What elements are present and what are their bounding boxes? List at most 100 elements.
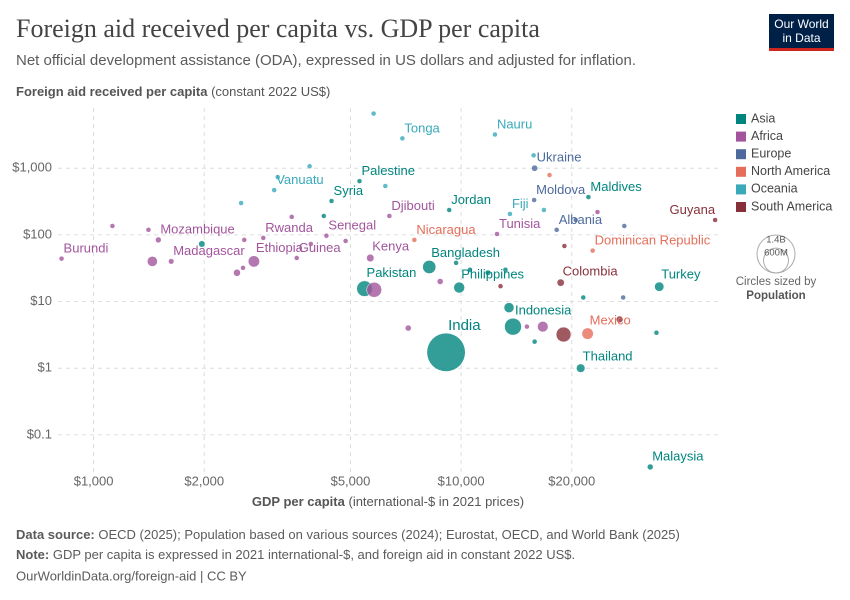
data-point [653,330,660,336]
point-label: Thailand [583,348,633,363]
y-axis-title-unit: (constant 2022 US$) [211,84,330,99]
point-label: Guinea [299,240,342,255]
point-label: Albania [559,212,603,227]
point-label: Pakistan [367,265,417,280]
point-labels: India Pakistan Bangladesh Philippines Indone… [64,116,716,463]
data-point [411,237,418,243]
data-point [366,253,375,263]
point-label: Nicaragua [416,222,476,237]
legend-swatch [736,114,746,124]
data-point [382,183,389,189]
point-label: Senegal [328,218,376,233]
data-point [576,363,586,373]
url: OurWorldinData.org/foreign-aid | CC BY [16,568,247,583]
data-point [446,207,452,213]
data-point [620,294,626,301]
data-point [247,255,260,268]
data-point [556,278,565,287]
data-point [275,174,281,180]
point-label: Moldova [536,182,586,197]
data-point [546,172,553,178]
point-label: Syria [334,183,364,198]
data-point [585,194,592,200]
y-tick-label: $0.1 [27,426,52,441]
point-label: Maldives [590,179,642,194]
size-legend-title: Circles sized by [736,276,817,288]
point-label: Bangladesh [431,245,500,260]
data-point [306,163,313,169]
point-label: Jordan [451,192,491,207]
data-point [260,235,267,241]
data-point [531,197,537,203]
logo-text: in Data [782,31,820,45]
point-label: Tunisia [499,216,541,231]
logo[interactable]: Our World in Data [769,14,834,51]
data-point [484,269,491,276]
data-point [615,315,624,324]
data-point [240,265,246,271]
data-point [492,131,498,138]
data-point [581,327,594,340]
point-label: Vanuatu [276,172,323,187]
data-point [58,255,65,262]
data-point [467,266,473,273]
data-point [386,213,393,219]
legend-label: North America [751,164,830,178]
x-axis-title-unit: (international-$ in 2021 prices) [348,494,524,509]
point-label: Indonesia [515,303,572,318]
legend-swatch [736,184,746,195]
data-point [572,217,579,223]
x-tick-label: $10,000 [438,473,485,488]
point-label: Ukraine [537,150,582,165]
y-tick-label: $1 [38,360,52,375]
source-label: Data source: [16,527,95,542]
point-label: Malaysia [652,448,704,463]
legend-swatch [736,166,746,177]
data-point [328,198,335,204]
data-point [321,213,327,219]
point-label: Turkey [661,266,701,281]
data-point [531,164,539,172]
data-point [531,338,538,345]
size-legend-label: 1.4B [766,235,786,246]
data-point [621,223,628,229]
point-label: Burundi [64,241,109,256]
point-label: Madagascar [173,243,245,258]
y-tick-label: $100 [23,226,52,241]
data-point [594,209,601,215]
data-point [147,256,158,267]
data-point [238,200,244,206]
x-axis-title: GDP per capita (international-$ in 2021 … [252,494,524,509]
y-axis-title: Foreign aid received per capita (constan… [16,84,330,99]
legend-swatch [736,131,746,142]
data-point [342,238,349,244]
data-point [524,323,530,330]
point-label: Mozambique [160,221,234,236]
legend-label: South America [751,199,832,213]
y-tick-label: $1,000 [12,160,52,175]
data-point [589,247,596,254]
size-legend-circle [763,247,789,274]
point-label: Fiji [512,196,529,211]
point-label: Palestine [361,163,414,178]
data-point [241,237,248,243]
legend-label: Asia [751,111,775,125]
data-point [155,236,162,244]
data-point [502,266,509,273]
note-text: GDP per capita is expressed in 2021 inte… [53,547,575,562]
y-axis-title-main: Foreign aid received per capita [16,84,208,99]
data-point [555,326,572,343]
grid: $1,000 $100 $10 $1 $0.1 $1,000 $2,000 $5,000 $10… [12,108,718,488]
data-point [580,294,587,301]
data-point [145,227,152,233]
point-label: Kenya [372,239,410,254]
point-label: Philippines [461,267,524,282]
logo-text: Our World [774,17,828,31]
x-tick-label: $5,000 [331,473,371,488]
data-point [553,227,560,233]
x-axis-title-main: GDP per capita [252,494,346,509]
data-point [507,211,513,217]
data-point [366,282,382,298]
legend-label: Africa [751,129,783,143]
